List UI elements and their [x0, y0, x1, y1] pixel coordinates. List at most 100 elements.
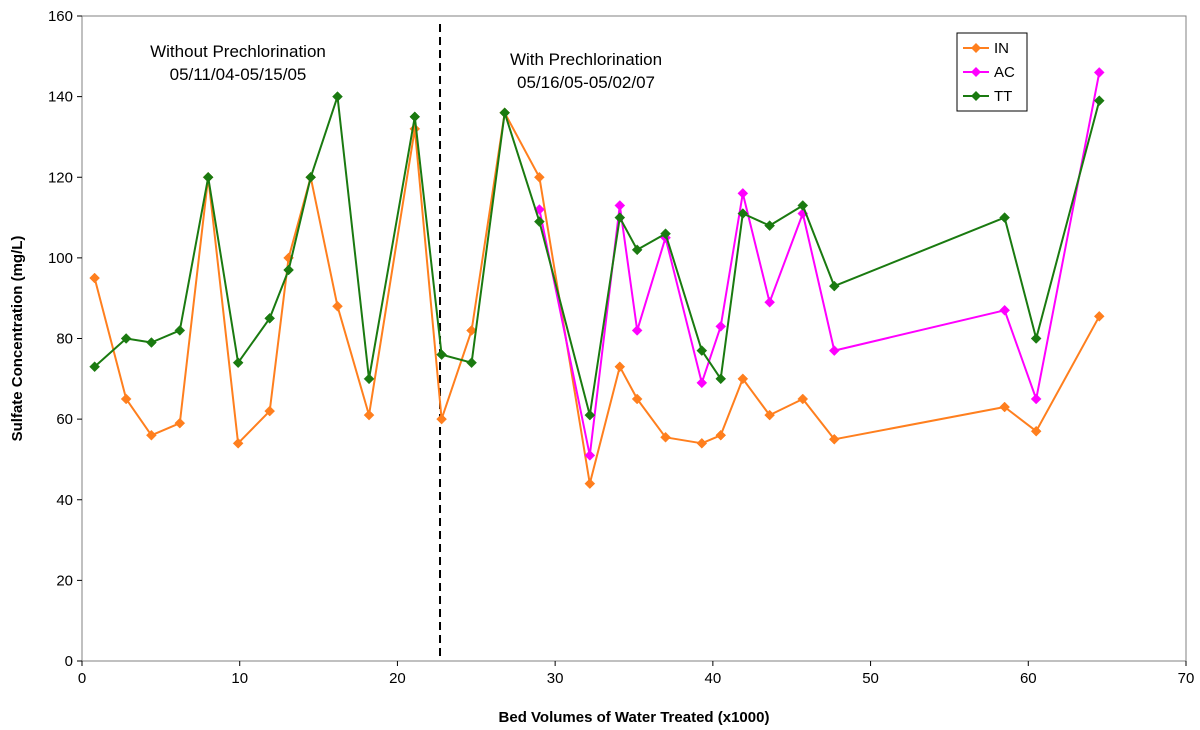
- data-point-in: [797, 393, 809, 405]
- data-point-tt: [696, 345, 708, 356]
- y-tick-label: 40: [56, 492, 73, 509]
- y-axis-ticks: 0 20 40 60 80 100 120 140 160: [48, 8, 82, 670]
- legend: IN AC TT: [956, 32, 1028, 112]
- data-point-tt: [466, 357, 477, 369]
- x-tick-label: 60: [1020, 670, 1037, 687]
- data-point-tt: [232, 357, 244, 369]
- data-point-tt: [631, 244, 643, 256]
- y-tick-label: 120: [48, 169, 73, 186]
- legend-item-in: IN: [963, 40, 1009, 57]
- data-point-ac: [696, 377, 708, 389]
- data-point-in: [436, 413, 447, 425]
- plot-area: [81, 15, 1187, 662]
- legend-label-tt: TT: [994, 88, 1012, 105]
- y-tick-label: 140: [48, 89, 73, 106]
- data-point-in: [146, 429, 157, 441]
- annotation-without-dates: 05/11/04-05/15/05: [170, 65, 307, 84]
- data-point-tt: [715, 373, 727, 385]
- x-tick-label: 0: [78, 670, 86, 687]
- data-point-tt: [534, 216, 545, 227]
- annotation-with-dates: 05/16/05-05/02/07: [517, 73, 655, 92]
- data-point-tt: [120, 333, 132, 344]
- data-point-tt: [999, 212, 1010, 223]
- x-tick-label: 10: [231, 670, 248, 687]
- data-point-in: [999, 401, 1010, 413]
- data-point-ac: [584, 450, 596, 461]
- data-point-in: [120, 393, 132, 405]
- series-layer: [89, 67, 1105, 489]
- data-point-tt: [1093, 95, 1105, 107]
- legend-label-in: IN: [994, 40, 1009, 57]
- data-point-tt: [89, 361, 100, 373]
- legend-item-ac: AC: [963, 64, 1015, 81]
- y-tick-label: 0: [65, 653, 73, 670]
- data-point-tt: [797, 200, 809, 211]
- data-point-tt: [764, 220, 775, 231]
- data-point-in: [737, 373, 749, 385]
- y-axis-title: Sulfate Concentration (mg/L): [9, 236, 26, 442]
- data-point-tt: [174, 325, 186, 336]
- data-point-ac: [1093, 67, 1105, 78]
- data-point-tt: [283, 264, 294, 276]
- data-point-tt: [614, 212, 626, 223]
- data-point-tt: [409, 111, 421, 123]
- legend-swatch-marker-in: [971, 43, 981, 53]
- annotation-with-title: With Prechlorination: [510, 50, 662, 69]
- data-point-in: [584, 478, 596, 489]
- data-point-in: [332, 300, 343, 312]
- data-point-in: [174, 417, 186, 429]
- data-point-tt: [202, 171, 214, 183]
- y-tick-label: 60: [56, 411, 73, 428]
- legend-label-ac: AC: [994, 64, 1015, 81]
- x-tick-label: 50: [862, 670, 879, 687]
- data-point-in: [764, 409, 775, 421]
- data-point-ac: [614, 200, 626, 211]
- data-point-ac: [1030, 393, 1042, 405]
- data-point-in: [534, 171, 545, 183]
- y-tick-label: 100: [48, 250, 73, 267]
- data-point-tt: [436, 349, 447, 360]
- data-point-tt: [332, 91, 343, 102]
- annotation-without-title: Without Prechlorination: [150, 42, 326, 61]
- y-tick-label: 80: [56, 331, 73, 348]
- data-point-ac: [764, 296, 775, 308]
- legend-item-tt: TT: [963, 88, 1012, 105]
- data-point-in: [264, 405, 276, 417]
- data-point-tt: [264, 312, 276, 324]
- data-point-ac: [737, 188, 749, 199]
- data-point-ac: [828, 345, 840, 356]
- data-point-in: [631, 393, 643, 405]
- data-point-ac: [631, 325, 643, 336]
- data-point-in: [614, 361, 626, 373]
- data-point-tt: [363, 373, 375, 385]
- series-line-ac: [538, 72, 1101, 457]
- x-axis-ticks: 0 10 20 30 40 50 60 70: [78, 661, 1195, 687]
- x-axis-title: Bed Volumes of Water Treated (x1000): [499, 709, 770, 726]
- x-tick-label: 40: [705, 670, 722, 687]
- data-point-tt: [737, 208, 749, 219]
- data-point-ac: [715, 321, 727, 332]
- data-point-tt: [499, 107, 511, 119]
- data-point-in: [89, 272, 100, 284]
- data-point-ac: [999, 304, 1010, 316]
- y-tick-label: 20: [56, 572, 73, 589]
- data-point-tt: [660, 228, 671, 240]
- x-tick-label: 70: [1178, 670, 1195, 687]
- data-point-in: [715, 429, 727, 441]
- data-point-in: [1030, 425, 1042, 437]
- data-point-tt: [828, 280, 840, 292]
- data-point-in: [466, 325, 477, 336]
- series-ac: [534, 67, 1105, 461]
- x-tick-label: 30: [547, 670, 564, 687]
- series-tt: [89, 91, 1105, 421]
- y-tick-label: 160: [48, 8, 73, 25]
- legend-swatch-marker-tt: [971, 91, 981, 101]
- data-point-in: [696, 437, 708, 449]
- data-point-in: [363, 409, 375, 421]
- data-point-in: [660, 431, 671, 443]
- data-point-in: [828, 433, 840, 445]
- data-point-in: [232, 437, 244, 449]
- data-point-tt: [1030, 333, 1042, 344]
- legend-swatch-marker-ac: [971, 67, 981, 77]
